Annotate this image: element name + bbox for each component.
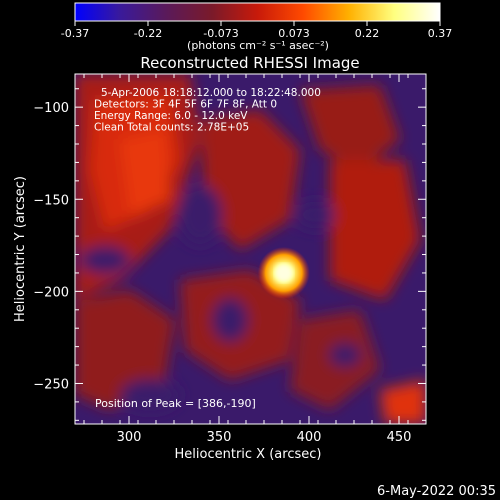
y-tick-label: −250	[33, 377, 69, 392]
x-tick-label: 350	[207, 430, 232, 445]
x-tick-label: 300	[117, 430, 142, 445]
peak-core	[274, 263, 293, 282]
y-tick-label: −200	[33, 285, 69, 300]
y-tick-label: −150	[33, 193, 69, 208]
colorbar-tick-label: 0.37	[428, 27, 453, 40]
colorbar	[74, 2, 441, 22]
annotation-line: Detectors: 3F 4F 5F 6F 7F 8F, Att 0	[94, 99, 277, 111]
annotation-block: 5-Apr-2006 18:18:12.000 to 18:22:48.000D…	[94, 87, 321, 134]
colorbar-ticks: -0.37 -0.22 -0.073 0.073 0.22 0.37	[61, 21, 452, 40]
x-tick-label: 400	[297, 430, 322, 445]
x-axis-label: Heliocentric X (arcsec)	[175, 447, 322, 462]
colorbar-tick-label: -0.37	[61, 27, 89, 40]
heatmap-image	[75, 74, 426, 424]
y-axis-label: Heliocentric Y (arcsec)	[13, 176, 28, 322]
colorbar-tick-label: -0.073	[203, 27, 238, 40]
annotation-line: Energy Range: 6.0 - 12.0 keV	[94, 110, 248, 122]
colorbar-tick-label: -0.22	[134, 27, 162, 40]
colorbar-tick-label: 0.22	[355, 27, 380, 40]
axis-ticks: 300 350 400 450 −100 −150 −200 −250	[33, 74, 426, 445]
footer-date: 6-May-2022 00:35	[377, 484, 496, 499]
y-tick-label: −100	[33, 101, 69, 116]
chart-title: Reconstructed RHESSI Image	[140, 54, 359, 72]
peak-label: Position of Peak = [386,-190]	[95, 397, 256, 410]
colorbar-tick-label: 0.073	[278, 27, 310, 40]
peak-source	[257, 246, 310, 299]
annotation-line: Clean Total counts: 2.78E+05	[94, 122, 249, 134]
x-tick-label: 450	[387, 430, 412, 445]
annotation-line: 5-Apr-2006 18:18:12.000 to 18:22:48.000	[101, 87, 321, 99]
plot-frame	[74, 73, 427, 425]
colorbar-units: (photons cm⁻² s⁻¹ asec⁻²)	[187, 39, 329, 52]
